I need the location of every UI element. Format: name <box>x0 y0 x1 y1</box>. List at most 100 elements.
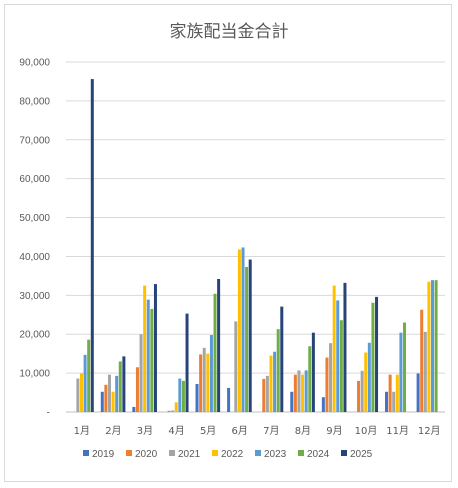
bar <box>139 334 143 412</box>
bar <box>199 354 203 412</box>
bar <box>311 332 315 412</box>
x-tick-label: 1月 <box>74 425 90 437</box>
y-tick-label: 40,000 <box>19 252 50 263</box>
x-tick-label: 12月 <box>418 425 441 437</box>
x-tick-label: 9月 <box>326 425 342 437</box>
x-tick-label: 5月 <box>200 425 216 437</box>
x-axis-labels: 1月 2月 3月 4月 5月 6月 7月 8月 9月 10月 11月 12月 <box>74 425 441 437</box>
bar <box>135 367 139 412</box>
y-tick-label: 50,000 <box>19 213 50 224</box>
bar <box>423 331 427 412</box>
bar <box>132 406 136 412</box>
bar <box>343 282 347 412</box>
gridlines <box>66 61 445 413</box>
legend-swatch <box>298 450 304 456</box>
bar <box>265 375 269 412</box>
bar <box>100 391 104 412</box>
bar <box>399 332 403 412</box>
bar <box>234 321 238 412</box>
bar <box>371 302 375 412</box>
bar <box>237 249 241 412</box>
bar <box>107 374 111 412</box>
bar <box>336 300 340 412</box>
bar <box>185 313 189 412</box>
legend-label: 2023 <box>264 449 287 460</box>
bar <box>339 320 343 412</box>
bar <box>431 280 435 412</box>
bar <box>293 374 297 412</box>
y-tick-label: 20,000 <box>19 330 50 341</box>
legend-label: 2024 <box>307 449 330 460</box>
x-tick-label: 8月 <box>295 425 311 437</box>
bar <box>367 342 371 412</box>
bar <box>217 279 221 412</box>
bar <box>83 354 87 412</box>
bar <box>360 370 364 412</box>
bar <box>143 285 147 412</box>
bar <box>395 374 399 412</box>
y-tick-label: 60,000 <box>19 174 50 185</box>
legend-label: 2019 <box>92 449 115 460</box>
bar <box>276 329 280 412</box>
bars <box>76 79 438 412</box>
bar <box>181 380 185 412</box>
bar <box>174 402 178 412</box>
bar <box>434 280 438 412</box>
chart: 家族配当金合計 - 10,000 20,000 30,000 40,000 50,000 6… <box>19 22 445 460</box>
bar <box>122 356 126 412</box>
bar <box>301 374 305 412</box>
bar <box>392 391 396 412</box>
bar <box>209 335 213 412</box>
bar <box>178 378 182 412</box>
bar <box>262 378 266 412</box>
bar <box>146 299 150 412</box>
x-tick-label: 11月 <box>386 425 409 437</box>
x-tick-label: 7月 <box>263 425 279 437</box>
bar <box>167 410 171 412</box>
bar <box>308 346 312 412</box>
legend-label: 2025 <box>350 449 373 460</box>
bar <box>245 266 249 412</box>
bar <box>325 357 329 412</box>
bar <box>329 343 333 412</box>
y-axis-labels: - 10,000 20,000 30,000 40,000 50,000 60,000 70,… <box>19 58 50 419</box>
bar <box>241 247 245 412</box>
x-tick-label: 3月 <box>137 425 153 437</box>
legend-swatch <box>341 450 347 456</box>
bar <box>206 353 210 412</box>
y-tick-label: 70,000 <box>19 135 50 146</box>
legend-label: 2022 <box>221 449 244 460</box>
y-tick-label: 10,000 <box>19 369 50 380</box>
bar <box>269 355 273 412</box>
y-tick-label: 90,000 <box>19 58 50 69</box>
bar <box>202 347 206 412</box>
bar <box>248 259 252 412</box>
y-tick-label: - <box>47 408 50 419</box>
bar <box>195 384 199 412</box>
x-tick-label: 10月 <box>355 425 378 437</box>
y-tick-label: 80,000 <box>19 96 50 107</box>
legend-swatch <box>169 450 175 456</box>
bar <box>150 308 154 412</box>
bar <box>111 391 115 412</box>
bar <box>357 380 361 412</box>
legend-label: 2021 <box>178 449 201 460</box>
bar <box>87 339 91 412</box>
bar <box>79 373 83 412</box>
legend-swatch <box>126 450 132 456</box>
bar <box>280 306 284 412</box>
bar <box>427 281 431 412</box>
y-tick-label: 30,000 <box>19 291 50 302</box>
bar <box>403 322 407 412</box>
bar <box>420 309 424 412</box>
bar <box>364 352 368 412</box>
bar <box>332 285 336 412</box>
bar <box>273 351 277 412</box>
bar <box>227 387 231 412</box>
bar <box>290 391 294 412</box>
x-tick-label: 2月 <box>105 425 121 437</box>
chart-frame: 家族配当金合計 - 10,000 20,000 30,000 40,000 50,000 6… <box>4 4 452 482</box>
bar <box>385 391 389 412</box>
legend: 2019 2020 2021 2022 2023 2024 2025 <box>83 449 373 460</box>
chart-title: 家族配当金合計 <box>170 22 289 42</box>
